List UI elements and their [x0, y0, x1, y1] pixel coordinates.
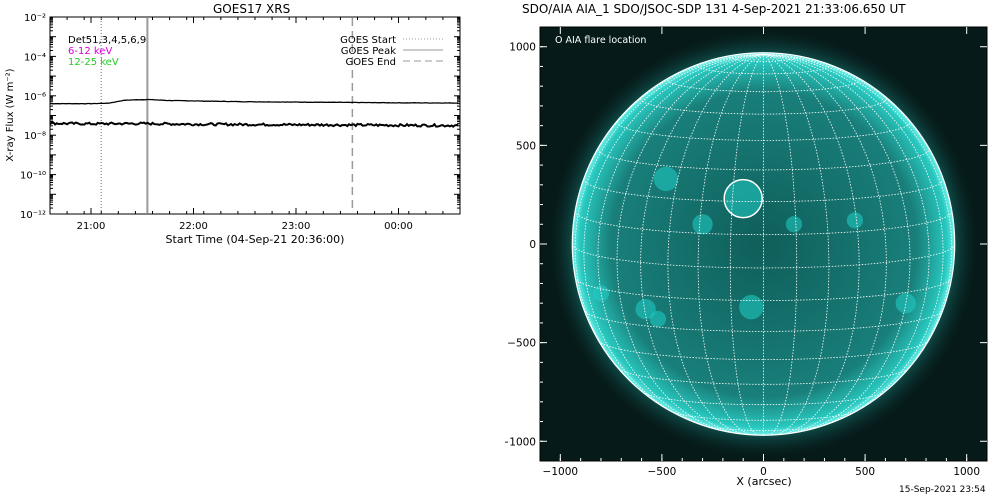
goes-y-tick-label: 10⁻¹⁰ [20, 171, 46, 182]
aia-latitude-line [618, 368, 909, 385]
goes-series-line [49, 121, 459, 128]
aia-sun-image: O AIA flare location −1000 −500 0 500 1000 −10… [505, 26, 988, 488]
goes-legend-right-entry: GOES Start [340, 35, 396, 46]
aia-image-title: SDO/AIA AIA_1 SDO/JSOC-SDP 131 4-Sep-202… [522, 2, 906, 16]
aia-solar-disk [572, 52, 955, 436]
aia-y-tick-label: −500 [507, 338, 536, 350]
goes-y-tick-label: 10⁻⁴ [24, 52, 46, 63]
aia-y-tick-label: 500 [516, 140, 536, 152]
aia-bright-patch [895, 293, 916, 314]
aia-longitude-line [763, 53, 944, 425]
aia-latitude-line [641, 391, 886, 406]
aia-longitude-line [763, 53, 953, 395]
aia-latitude-line [729, 57, 798, 62]
goes-y-axis-label: X-ray Flux (W m⁻²) [5, 68, 16, 161]
goes-x-tick-label: 00:00 [384, 221, 413, 232]
aia-x-tick-label: 0 [760, 466, 767, 478]
aia-latitude-line [616, 122, 911, 141]
aia-longitude-line [640, 53, 764, 434]
aia-bright-patch [846, 212, 864, 229]
goes-legend-left-entry: 12-25 keV [68, 57, 119, 68]
aia-latitude-line [572, 243, 955, 269]
aia-x-tick-label: −1000 [543, 466, 579, 478]
aia-bright-patch [739, 294, 764, 320]
goes-legend-right-entry: GOES End [346, 57, 396, 68]
goes-y-tick-label: 10⁻² [24, 13, 46, 24]
goes-legend-right-entry: GOES Peak [341, 46, 396, 57]
goes-chart-title: GOES17 XRS [213, 2, 291, 16]
aia-y-tick-label: −1000 [505, 436, 536, 448]
goes-series-line [50, 98, 459, 105]
aia-longitude-line [763, 53, 887, 434]
goes-y-tick-label: 10⁻¹² [20, 210, 46, 221]
goes-x-tick-label: 21:00 [77, 221, 106, 232]
aia-bright-patch [785, 216, 803, 233]
aia-x-tick-label: 500 [855, 466, 875, 478]
goes-x-axis-label: Start Time (04-Sep-21 20:36:00) [166, 233, 345, 246]
aia-longitude-line [667, 53, 764, 435]
aia-longitude-line [763, 53, 860, 435]
aia-longitude-line [763, 53, 955, 245]
goes-x-tick-label: 23:00 [282, 221, 311, 232]
aia-limb-outline [571, 52, 956, 436]
aia-latitude-line [583, 179, 944, 203]
flare-location-marker [723, 178, 763, 219]
aia-longitude-line [574, 53, 764, 395]
aia-bright-patch [724, 180, 762, 217]
aia-x-axis-label: X (arcsec) [736, 475, 791, 488]
goes-y-tick-label: 10⁻⁸ [24, 131, 46, 142]
goes-y-tick-label: 10⁻⁶ [24, 92, 46, 103]
aia-longitude-line [583, 53, 764, 425]
aia-legend: O AIA flare location [555, 35, 646, 46]
aia-bright-regions [592, 166, 916, 328]
aia-latitude-line [574, 211, 953, 236]
aia-latitude-line [702, 424, 825, 431]
aia-bright-patch [649, 310, 666, 328]
goes-xrs-chart: 10⁻¹² 10⁻¹⁰ 10⁻⁸ 10⁻⁶ 10⁻⁴ 10⁻² 21:00 22:00 23:0… [5, 13, 461, 246]
aia-x-tick-label: −500 [647, 466, 676, 478]
aia-bright-patch [692, 214, 713, 235]
aia-y-tick-label: 1000 [509, 42, 536, 54]
aia-y-tick-label: 0 [529, 239, 536, 251]
aia-image-area [540, 27, 987, 461]
goes-x-tick-label: 22:00 [179, 221, 208, 232]
timestamp-footer: 15-Sep-2021 23:54 [899, 485, 986, 495]
aia-longitude-line [763, 53, 911, 434]
aia-bright-patch [635, 298, 656, 320]
aia-longitude-line [729, 54, 764, 436]
aia-latitude-line [670, 411, 857, 421]
aia-longitude-line [763, 53, 830, 436]
goes-legend-left-entry: Det51,3,4,5,6,9 [68, 35, 146, 46]
aia-latitude-line [575, 277, 952, 301]
goes-legend-left-entry: 6-12 keV [68, 46, 112, 57]
aia-latitude-line [640, 98, 887, 115]
aia-bright-patch [653, 166, 679, 192]
aia-longitude-line [616, 53, 764, 434]
aia-longitude-line [763, 54, 798, 436]
aia-longitude-line [572, 53, 764, 245]
aia-x-tick-label: 1000 [953, 466, 980, 478]
aia-longitude-line [697, 53, 764, 436]
